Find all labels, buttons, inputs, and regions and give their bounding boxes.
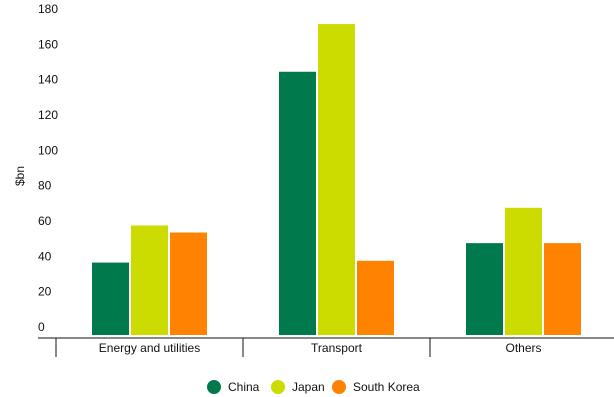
y-tick-label: 140 — [38, 73, 58, 87]
bar-south-korea — [357, 260, 394, 335]
legend: China Japan South Korea — [207, 380, 420, 394]
y-tick-label: 160 — [38, 37, 58, 51]
category-label: Energy and utilities — [99, 341, 200, 355]
legend-swatch — [207, 380, 221, 394]
y-tick-label: 80 — [38, 179, 52, 193]
y-axis-ticks: 0 20 40 60 80 100 120 140 160 180 — [38, 2, 58, 334]
y-tick-label: 120 — [38, 108, 58, 122]
y-tick-label: 20 — [38, 285, 52, 299]
category-label: Transport — [311, 341, 363, 355]
y-tick-label: 40 — [38, 249, 52, 263]
bar-south-korea — [170, 232, 207, 335]
legend-swatch — [332, 380, 346, 394]
legend-swatch — [271, 380, 285, 394]
category-label: Others — [505, 341, 541, 355]
legend-label: China — [228, 380, 260, 394]
y-tick-label: 0 — [38, 320, 45, 334]
y-tick-label: 180 — [38, 2, 58, 16]
legend-label: Japan — [292, 380, 325, 394]
bar-china — [466, 243, 503, 335]
y-tick-label: 60 — [38, 214, 52, 228]
bar-japan — [318, 24, 355, 336]
bar-japan — [505, 207, 542, 335]
bar-japan — [131, 225, 168, 335]
category-labels: Energy and utilities Transport Others — [99, 341, 542, 355]
bars — [92, 24, 581, 336]
y-axis-title: $bn — [13, 166, 27, 186]
bar-south-korea — [544, 243, 581, 335]
y-tick-label: 100 — [38, 143, 58, 157]
category-dividers — [55, 338, 431, 357]
bar-china — [92, 262, 129, 335]
bar-china — [279, 71, 316, 336]
legend-label: South Korea — [353, 380, 420, 394]
